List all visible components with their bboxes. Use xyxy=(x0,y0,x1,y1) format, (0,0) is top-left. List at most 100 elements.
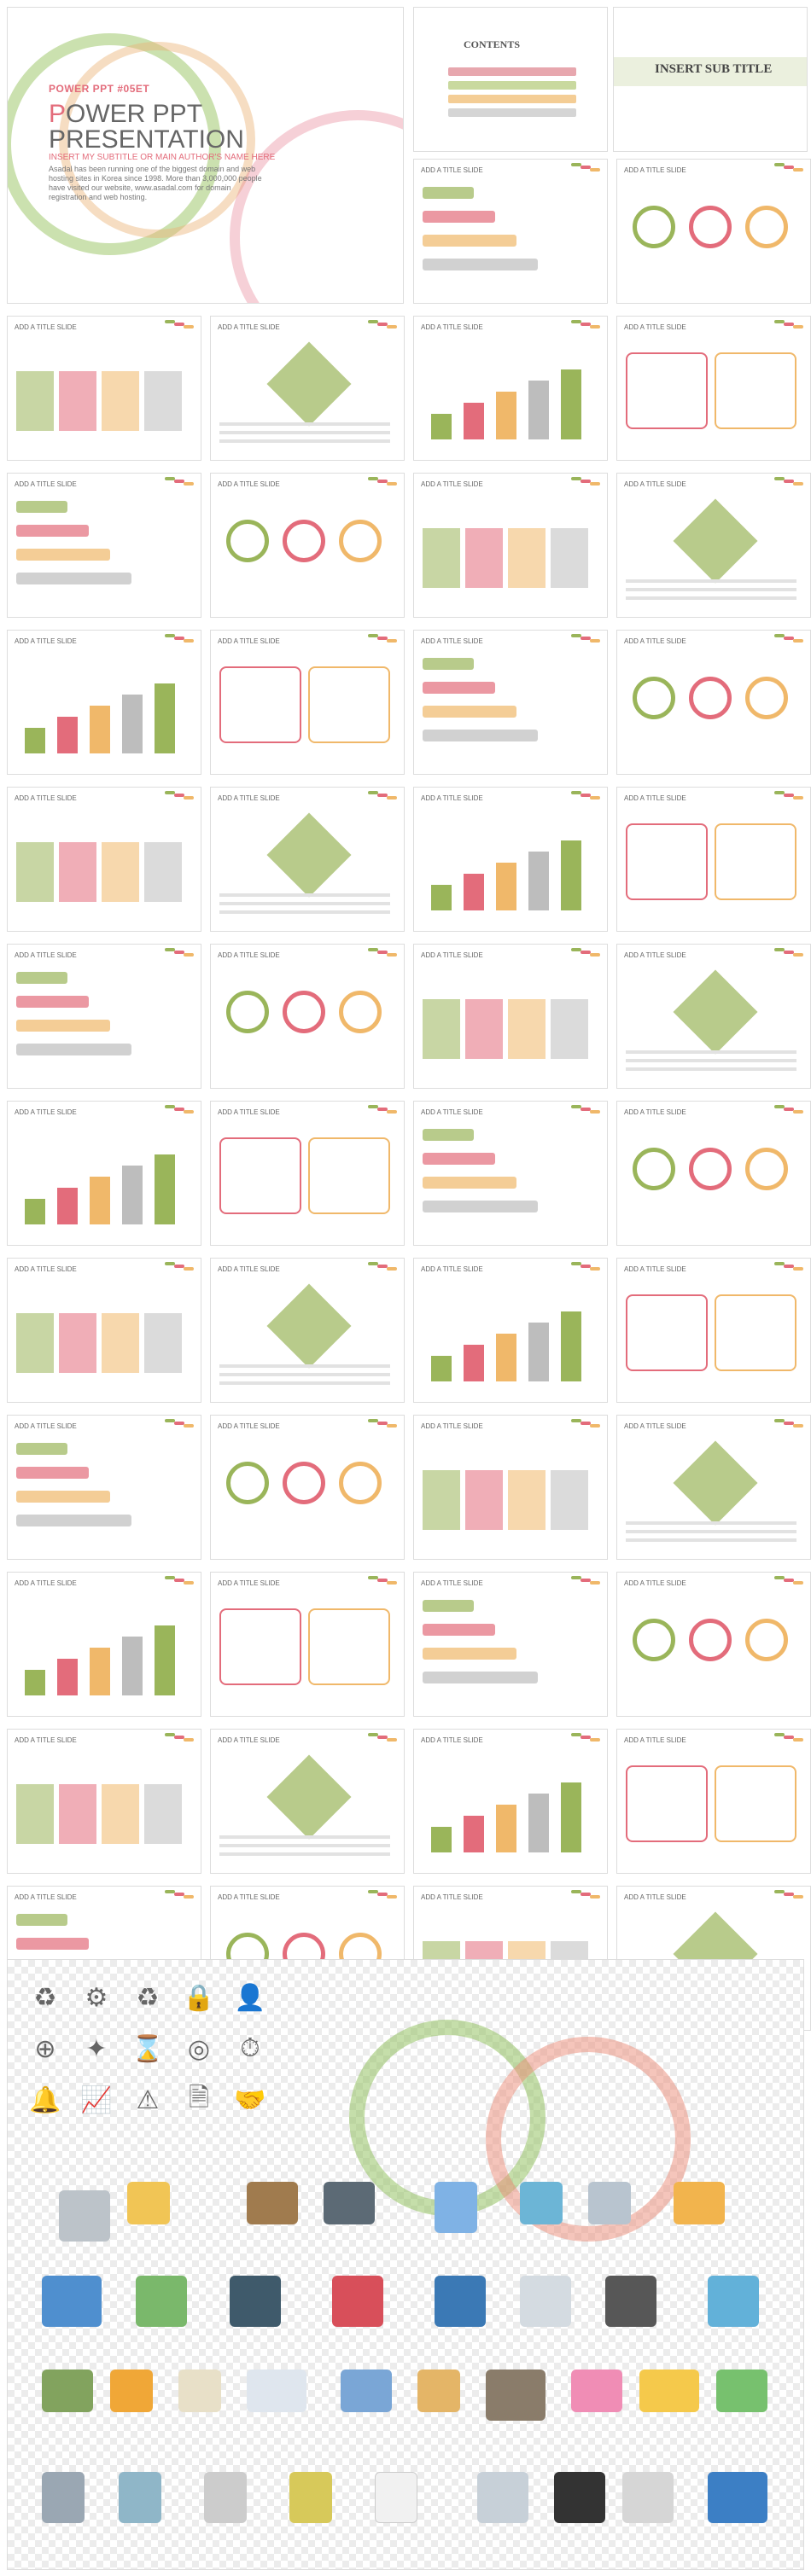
slide-thumbnail[interactable]: ADD A TITLE SLIDE xyxy=(413,1258,608,1403)
content-column xyxy=(464,403,484,439)
content-column xyxy=(57,717,78,753)
slide-content xyxy=(626,1279,802,1392)
slide-thumbnail[interactable]: ADD A TITLE SLIDE xyxy=(210,1572,405,1717)
slide-thumbnail[interactable]: ADD A TITLE SLIDE xyxy=(413,316,608,461)
slide-corner-decoration xyxy=(571,477,602,489)
slide-thumbnail[interactable]: ADD A TITLE SLIDE xyxy=(7,1729,201,1874)
content-box xyxy=(59,1784,96,1844)
content-bar xyxy=(423,706,516,718)
contents-slide-preview[interactable]: CONTENTS xyxy=(413,7,608,152)
content-bar xyxy=(16,1467,89,1479)
paper-illustration xyxy=(622,2472,674,2523)
slide-thumbnail[interactable]: ADD A TITLE SLIDE xyxy=(7,944,201,1089)
slide-thumbnail[interactable]: ADD A TITLE SLIDE xyxy=(413,1415,608,1560)
slide-thumbnail[interactable]: ADD A TITLE SLIDE xyxy=(7,1258,201,1403)
slide-corner-decoration xyxy=(165,477,195,489)
slide-title-label: ADD A TITLE SLIDE xyxy=(15,1108,77,1116)
warning-icon: ⚠ xyxy=(136,2085,160,2114)
slide-thumbnail[interactable]: ADD A TITLE SLIDE xyxy=(616,1729,811,1874)
slide-thumbnail[interactable]: ADD A TITLE SLIDE xyxy=(7,1572,201,1717)
slide-thumbnail[interactable]: ADD A TITLE SLIDE xyxy=(413,159,608,304)
slide-title-label: ADD A TITLE SLIDE xyxy=(218,951,280,959)
content-diamond xyxy=(266,812,352,898)
slide-thumbnail[interactable]: ADD A TITLE SLIDE xyxy=(413,1572,608,1717)
slide-thumbnail[interactable]: ADD A TITLE SLIDE xyxy=(616,159,811,304)
slide-thumbnail[interactable]: ADD A TITLE SLIDE xyxy=(616,1415,811,1560)
content-column xyxy=(528,852,549,910)
laptop-illustration xyxy=(230,2276,281,2327)
slide-thumbnail[interactable]: ADD A TITLE SLIDE xyxy=(616,316,811,461)
content-bar xyxy=(16,996,89,1008)
slide-thumbnail[interactable]: ADD A TITLE SLIDE xyxy=(616,473,811,618)
content-column xyxy=(57,1188,78,1224)
content-circle xyxy=(633,1619,675,1661)
content-bar xyxy=(423,1201,538,1212)
slide-thumbnail[interactable]: ADD A TITLE SLIDE xyxy=(413,944,608,1089)
slide-thumbnail[interactable]: ADD A TITLE SLIDE xyxy=(616,1258,811,1403)
slide-thumbnail[interactable]: ADD A TITLE SLIDE xyxy=(7,1101,201,1246)
slide-thumbnail[interactable]: ADD A TITLE SLIDE xyxy=(7,787,201,932)
slide-content xyxy=(423,337,598,450)
content-diamond xyxy=(673,1440,758,1526)
slide-thumbnail[interactable]: ADD A TITLE SLIDE xyxy=(7,1415,201,1560)
compass-icon: ⊕ xyxy=(34,2034,56,2063)
content-diamond xyxy=(673,498,758,584)
slide-thumbnail[interactable]: ADD A TITLE SLIDE xyxy=(210,473,405,618)
slide-title-label: ADD A TITLE SLIDE xyxy=(624,1579,686,1587)
slide-thumbnail[interactable]: ADD A TITLE SLIDE xyxy=(616,944,811,1089)
slide-thumbnail[interactable]: ADD A TITLE SLIDE xyxy=(413,1729,608,1874)
slide-corner-decoration xyxy=(571,634,602,646)
slide-thumbnail[interactable]: ADD A TITLE SLIDE xyxy=(210,1729,405,1874)
slide-thumbnail[interactable]: ADD A TITLE SLIDE xyxy=(616,1101,811,1246)
slide-title-label: ADD A TITLE SLIDE xyxy=(421,1579,483,1587)
slide-thumbnail[interactable]: ADD A TITLE SLIDE xyxy=(413,787,608,932)
slide-thumbnail[interactable]: ADD A TITLE SLIDE xyxy=(413,1101,608,1246)
slide-title-label: ADD A TITLE SLIDE xyxy=(624,1422,686,1430)
content-bar xyxy=(423,211,495,223)
content-circle xyxy=(745,677,788,719)
slide-thumbnail[interactable]: ADD A TITLE SLIDE xyxy=(210,944,405,1089)
slide-content xyxy=(16,337,192,450)
title-initial: P xyxy=(49,100,67,128)
subtitle-slide-preview[interactable]: INSERT SUB TITLE xyxy=(613,7,808,152)
slide-thumbnail[interactable]: ADD A TITLE SLIDE xyxy=(210,787,405,932)
slide-corner-decoration xyxy=(774,163,805,175)
content-bar xyxy=(16,1938,89,1950)
slide-corner-decoration xyxy=(165,791,195,803)
slide-thumbnail[interactable]: ADD A TITLE SLIDE xyxy=(210,1415,405,1560)
slide-corner-decoration xyxy=(571,1576,602,1588)
slide-title-label: ADD A TITLE SLIDE xyxy=(624,637,686,645)
content-box xyxy=(16,842,54,902)
slide-content xyxy=(16,1593,192,1706)
network-illustration xyxy=(708,2472,767,2523)
slide-thumbnail[interactable]: ADD A TITLE SLIDE xyxy=(7,630,201,775)
slide-content xyxy=(626,965,802,1078)
slide-thumbnail[interactable]: ADD A TITLE SLIDE xyxy=(616,630,811,775)
slide-thumbnail[interactable]: ADD A TITLE SLIDE xyxy=(616,1572,811,1717)
slide-title-label: ADD A TITLE SLIDE xyxy=(15,480,77,488)
slide-thumbnail[interactable]: ADD A TITLE SLIDE xyxy=(7,473,201,618)
slide-corner-decoration xyxy=(571,1105,602,1117)
city-illustration xyxy=(477,2472,528,2523)
cube-illustration xyxy=(204,2472,247,2523)
slide-thumbnail[interactable]: ADD A TITLE SLIDE xyxy=(210,1258,405,1403)
content-bar xyxy=(16,1044,131,1055)
slide-title-label: ADD A TITLE SLIDE xyxy=(624,1108,686,1116)
slide-thumbnail[interactable]: ADD A TITLE SLIDE xyxy=(413,630,608,775)
title-slide-preview[interactable]: POWER PPT #05ET POWER PPT PRESENTATION I… xyxy=(7,7,404,304)
slide-corner-decoration xyxy=(368,477,399,489)
content-circle xyxy=(283,991,325,1033)
contents-bar xyxy=(448,67,576,76)
slide-title-label: ADD A TITLE SLIDE xyxy=(624,1736,686,1744)
title-line2: PRESENTATION xyxy=(49,125,244,154)
slide-thumbnail[interactable]: ADD A TITLE SLIDE xyxy=(210,316,405,461)
slide-title-label: ADD A TITLE SLIDE xyxy=(421,951,483,959)
slide-title-label: ADD A TITLE SLIDE xyxy=(218,323,280,331)
content-circle xyxy=(633,206,675,248)
slide-thumbnail[interactable]: ADD A TITLE SLIDE xyxy=(210,630,405,775)
slide-thumbnail[interactable]: ADD A TITLE SLIDE xyxy=(210,1101,405,1246)
gear-illustration xyxy=(127,2182,170,2224)
slide-thumbnail[interactable]: ADD A TITLE SLIDE xyxy=(7,316,201,461)
slide-thumbnail[interactable]: ADD A TITLE SLIDE xyxy=(616,787,811,932)
slide-thumbnail[interactable]: ADD A TITLE SLIDE xyxy=(413,473,608,618)
